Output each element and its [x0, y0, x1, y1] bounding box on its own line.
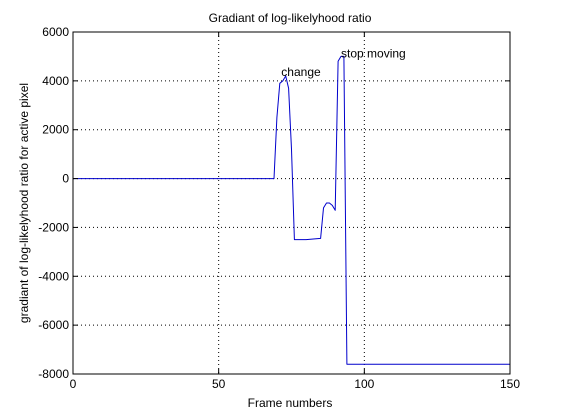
y-axis-label: gradiant of log-likelyhood ratio for act…	[17, 83, 31, 323]
annotation-1: stop moving	[341, 47, 406, 61]
series-line-0	[73, 55, 510, 365]
chart-title: Gradiant of log-likelyhood ratio	[209, 11, 372, 25]
x-tick-label-2: 100	[354, 377, 374, 391]
grid-lines	[73, 32, 510, 374]
x-axis-ticks: 0 50 100 150	[70, 32, 520, 391]
y-tick-label-4: 0	[62, 172, 69, 186]
y-axis-ticks: -8000 -6000 -4000 -2000 0 2000 4000 6000	[38, 25, 510, 381]
y-tick-label-7: 6000	[42, 25, 69, 39]
plot-area	[73, 32, 510, 374]
x-tick-label-0: 0	[70, 377, 77, 391]
y-tick-label-1: -6000	[38, 318, 69, 332]
annotation-0: change	[281, 65, 321, 79]
y-tick-label-2: -4000	[38, 269, 69, 283]
y-tick-label-3: -2000	[38, 220, 69, 234]
series-layer	[73, 55, 510, 365]
annotations: change stop moving	[281, 47, 405, 79]
x-tick-label-3: 150	[500, 377, 520, 391]
y-tick-label-5: 2000	[42, 123, 69, 137]
plot-frame	[72, 31, 511, 375]
y-tick-label-6: 4000	[42, 74, 69, 88]
y-tick-label-0: -8000	[38, 367, 69, 381]
x-tick-label-1: 50	[212, 377, 226, 391]
x-axis-label: Frame numbers	[248, 396, 333, 410]
